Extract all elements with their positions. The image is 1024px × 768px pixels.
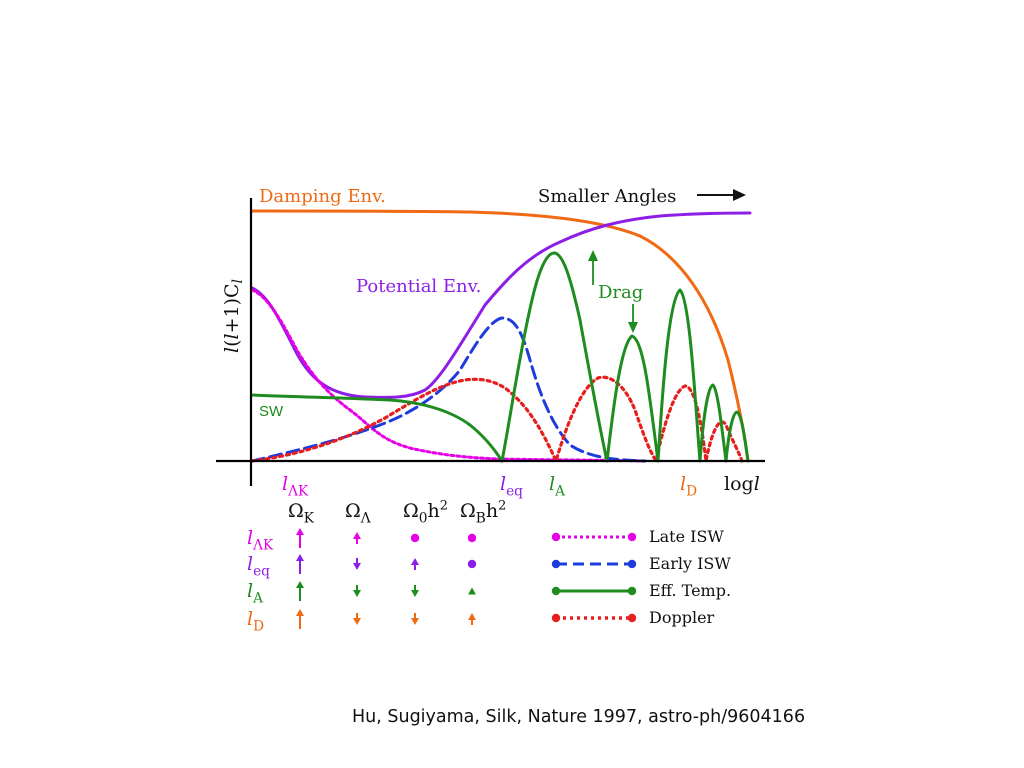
legend-label: Early ISW (649, 554, 731, 573)
table-header-3: ΩBh2 (460, 498, 506, 526)
table-header-2: Ω0h2 (403, 498, 448, 526)
table-row-label-2: lA (247, 580, 263, 606)
x-marker-eq: leq (500, 473, 523, 499)
smaller-angles-arrow (697, 189, 746, 201)
damping-envelope-curve (250, 209, 750, 463)
table-cell-dot-icon (467, 533, 477, 543)
table-row-label-3: lD (247, 608, 264, 634)
potential-envelope-curve (250, 211, 752, 399)
table-cell-down-small-icon (353, 558, 361, 570)
table-row-label-1: leq (247, 553, 270, 579)
table-cell-up-tiny-icon (468, 587, 476, 595)
legend-item: Early ISW (551, 554, 731, 573)
potential-env-label: Potential Env. (356, 276, 481, 297)
table-cell-up-large-icon (296, 528, 304, 548)
citation: Hu, Sugiyama, Silk, Nature 1997, astro-p… (352, 707, 806, 727)
table-cell-down-small-icon (411, 613, 419, 625)
table-cell-up-small-icon (468, 613, 476, 625)
x-marker-a: lA (549, 473, 565, 499)
x-marker-d: lD (680, 473, 697, 499)
table-cell-up-small-icon (353, 532, 361, 544)
axes (216, 198, 765, 486)
table-header-1: ΩΛ (345, 500, 371, 526)
table-cell-up-large-icon (296, 554, 304, 574)
table-row-label-0: lΛK (247, 527, 274, 553)
smaller-angles-label: Smaller Angles (538, 186, 676, 207)
legend: Late ISW Early ISW Eff. Temp. Doppler (551, 527, 731, 627)
table-header-0: ΩK (288, 500, 315, 526)
eff-temp-curve (250, 251, 750, 463)
table-cell-down-small-icon (353, 613, 361, 625)
legend-item: Doppler (551, 608, 715, 627)
table-cell-down-small-icon (353, 585, 361, 597)
x-marker-lambda-k: lΛK (282, 473, 309, 499)
early-isw-curve (250, 316, 647, 463)
curves (250, 209, 752, 463)
drag-label: Drag (598, 282, 643, 303)
y-axis-label: l(l+1)Cl (221, 279, 246, 353)
table-cell-down-small-icon (411, 585, 419, 597)
log-l-label: logl (724, 473, 760, 495)
table-cell-up-large-icon (296, 609, 304, 629)
legend-label: Eff. Temp. (649, 581, 731, 600)
drag-down-arrow (628, 304, 638, 333)
legend-item: Late ISW (551, 527, 724, 546)
damping-env-label: Damping Env. (259, 186, 386, 207)
legend-item: Eff. Temp. (551, 581, 731, 600)
drag-up-arrow (588, 250, 598, 285)
sw-label: SW (259, 403, 284, 420)
legend-label: Doppler (649, 608, 715, 627)
legend-label: Late ISW (649, 527, 724, 546)
table-cell-up-large-icon (296, 581, 304, 601)
table-cell-dot-icon (410, 533, 420, 543)
table-cell-up-small-icon (411, 558, 419, 570)
table-cell-dot-icon (467, 559, 477, 569)
doppler-curve (250, 375, 744, 463)
x-axis-markers: lΛK leq lA lD (282, 473, 697, 499)
late-isw-curve (250, 288, 647, 463)
